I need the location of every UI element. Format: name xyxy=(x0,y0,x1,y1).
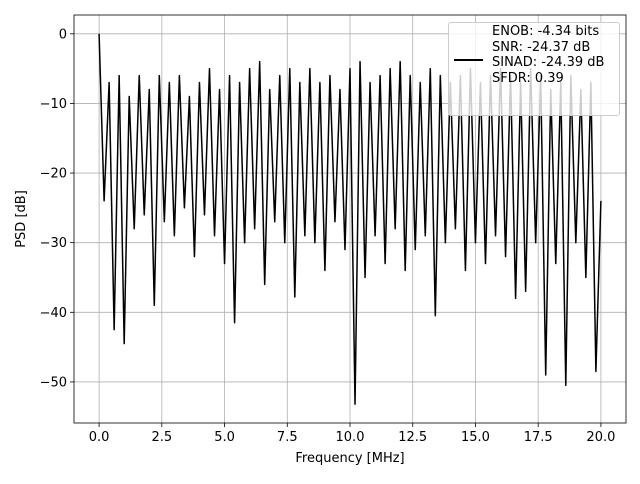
x-tick-label: 0.0 xyxy=(89,430,110,445)
psd-line xyxy=(98,33,602,405)
x-tick-label: 15.0 xyxy=(461,430,490,445)
y-tick-label: −50 xyxy=(40,375,67,390)
x-tick-label: 17.5 xyxy=(524,430,553,445)
y-tick-label: −20 xyxy=(40,167,67,182)
y-axis-label: PSD [dB] xyxy=(14,190,29,248)
plot-frame xyxy=(73,14,627,424)
y-tick-label: 0 xyxy=(59,27,67,42)
y-tick-label: −10 xyxy=(40,97,67,112)
x-tick-label: 20.0 xyxy=(586,430,615,445)
x-tick-label: 7.5 xyxy=(277,430,298,445)
y-tick-label: −40 xyxy=(40,306,67,321)
y-tick-label: −30 xyxy=(40,236,67,251)
x-tick-label: 2.5 xyxy=(151,430,172,445)
x-axis-label: Frequency [MHz] xyxy=(295,451,404,466)
x-tick-label: 10.0 xyxy=(336,430,365,445)
x-tick-label: 5.0 xyxy=(214,430,235,445)
legend-entry: ENOB: -4.34 bits SNR: -24.37 dB SINAD: -… xyxy=(492,24,605,86)
legend: ENOB: -4.34 bits SNR: -24.37 dB SINAD: -… xyxy=(448,22,620,116)
x-tick-label: 12.5 xyxy=(398,430,427,445)
legend-swatch xyxy=(454,59,483,61)
